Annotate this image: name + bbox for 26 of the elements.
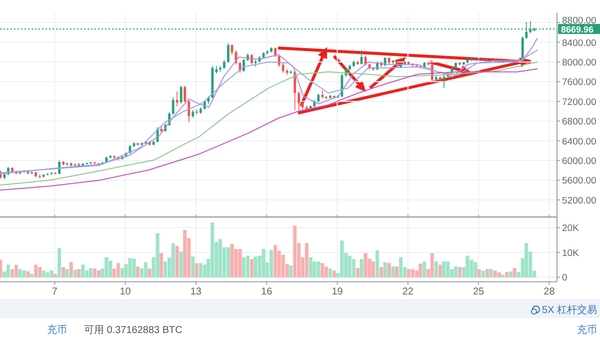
ref-line-label: 8669.96 bbox=[561, 24, 594, 34]
text: 5X 杠杆交易 bbox=[542, 304, 597, 316]
x-tick-label: 7 bbox=[52, 286, 58, 298]
y-tick-label: 6400.00 bbox=[562, 136, 596, 148]
y-tick-label: 6800.00 bbox=[562, 116, 596, 128]
x-tick-label: 19 bbox=[332, 286, 344, 298]
y-tick-label: 6000.00 bbox=[562, 156, 596, 168]
y-tick-label: 10K bbox=[562, 248, 580, 259]
y-tick-label: 5200.00 bbox=[562, 195, 596, 206]
y-tick-label: 7200.00 bbox=[562, 96, 596, 108]
x-tick-label: 10 bbox=[120, 286, 132, 298]
y-tick-label: 8400.00 bbox=[562, 38, 596, 49]
text: 可用 0.37162883 BTC bbox=[84, 325, 182, 336]
y-tick-label: 5600.00 bbox=[562, 176, 596, 187]
x-tick-label: 28 bbox=[544, 286, 556, 298]
y-tick-label: 8800.00 bbox=[562, 15, 596, 26]
x-tick-label: 13 bbox=[190, 286, 202, 298]
y-tick-label: 7600.00 bbox=[562, 77, 596, 88]
x-tick-label: 25 bbox=[473, 286, 485, 298]
x-tick-label: 22 bbox=[402, 286, 414, 298]
x-tick-label: 16 bbox=[261, 286, 273, 298]
y-tick-label: 0 bbox=[562, 272, 568, 284]
y-tick-label: 20K bbox=[562, 223, 580, 234]
y-tick-label: 8000.00 bbox=[562, 57, 596, 68]
text: 充币 bbox=[47, 324, 67, 336]
text: 充币 bbox=[577, 324, 597, 336]
